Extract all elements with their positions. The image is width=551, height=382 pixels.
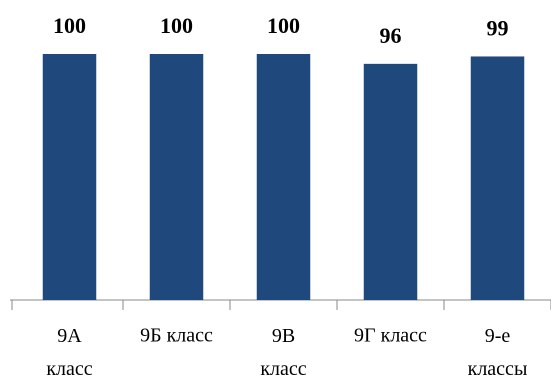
x-tick-label: 9В класс [260, 325, 306, 380]
value-label: 100 [53, 13, 86, 38]
bar [363, 63, 418, 301]
x-tick-label: 9-е классы [468, 325, 528, 380]
value-label: 100 [267, 13, 300, 38]
bar [470, 56, 525, 301]
value-label: 99 [487, 16, 509, 41]
x-tick-label: 9Б класс [140, 325, 213, 347]
bar [42, 54, 97, 300]
x-tick-label: 9А класс [46, 325, 92, 380]
value-label: 96 [380, 23, 402, 48]
bar [149, 54, 204, 300]
value-label: 100 [160, 13, 193, 38]
bar [256, 54, 311, 300]
x-tick-label: 9Г класс [354, 325, 427, 347]
